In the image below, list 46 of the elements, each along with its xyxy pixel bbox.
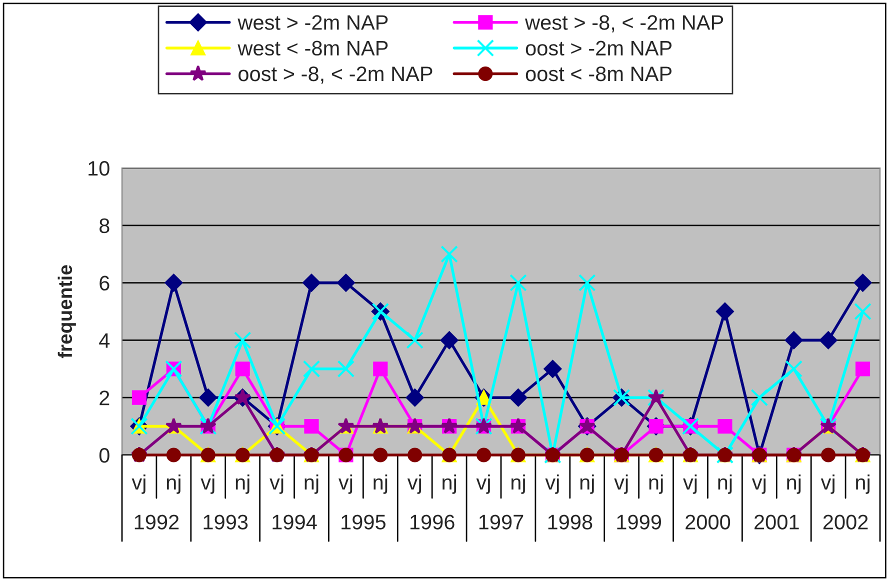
legend-label: west > -8, < -2m NAP [524, 15, 724, 32]
text: 2000 [686, 514, 730, 530]
y-axis-title: frequentie [58, 265, 76, 358]
x-tick-label: nj [649, 474, 663, 494]
x-tick-label: nj [374, 474, 388, 494]
text: 1994 [272, 514, 317, 530]
legend-label: oost > -8, < -2m NAP [238, 66, 432, 84]
text: 1992 [134, 514, 179, 530]
legend-label: west < -8m NAP [238, 40, 388, 56]
y-tick-label: 0 [99, 448, 110, 463]
y-tick-label: 4 [99, 333, 110, 348]
x-tick-label: nj [442, 474, 456, 494]
y-tick-label: 2 [100, 390, 110, 406]
x-tick-label: nj [718, 474, 732, 494]
x-tick-label: nj [856, 474, 870, 494]
text: 1996 [410, 514, 454, 530]
x-tick-label: nj [304, 474, 318, 494]
legend-label: oost < -8m NAP [526, 66, 672, 82]
x-tick-label: nj [166, 474, 180, 494]
x-tick-label: vj [476, 474, 490, 494]
x-tick-label: vj [407, 474, 421, 494]
text: 1997 [479, 514, 524, 530]
legend-label: west > -2m NAP [238, 15, 388, 30]
x-tick-label: nj [512, 474, 525, 494]
text: 2002 [823, 514, 868, 530]
text: 1999 [617, 514, 662, 530]
y-tick-label: 10 [88, 161, 110, 176]
text: 1998 [548, 514, 592, 530]
x-tick-label: nj [787, 474, 801, 494]
x-tick-label: vj [200, 474, 214, 494]
x-tick-label: vj [338, 474, 352, 494]
x-tick-label: vj [752, 474, 766, 494]
text: 2001 [754, 514, 799, 530]
x-tick-label: vj [270, 474, 284, 494]
y-tick-label: 6 [100, 276, 110, 291]
x-tick-label: vj [545, 474, 559, 494]
x-tick-label: vj [132, 474, 146, 494]
x-tick-label: vj [614, 474, 628, 494]
x-tick-label: nj [580, 474, 594, 494]
y-tick-label: 8 [100, 218, 110, 234]
legend-label: oost > -2m NAP [526, 40, 672, 56]
x-tick-label: nj [236, 474, 250, 494]
x-tick-label: vj [820, 474, 834, 494]
text: 1993 [204, 514, 248, 530]
text: 1995 [342, 514, 386, 530]
x-tick-label: vj [683, 474, 697, 494]
